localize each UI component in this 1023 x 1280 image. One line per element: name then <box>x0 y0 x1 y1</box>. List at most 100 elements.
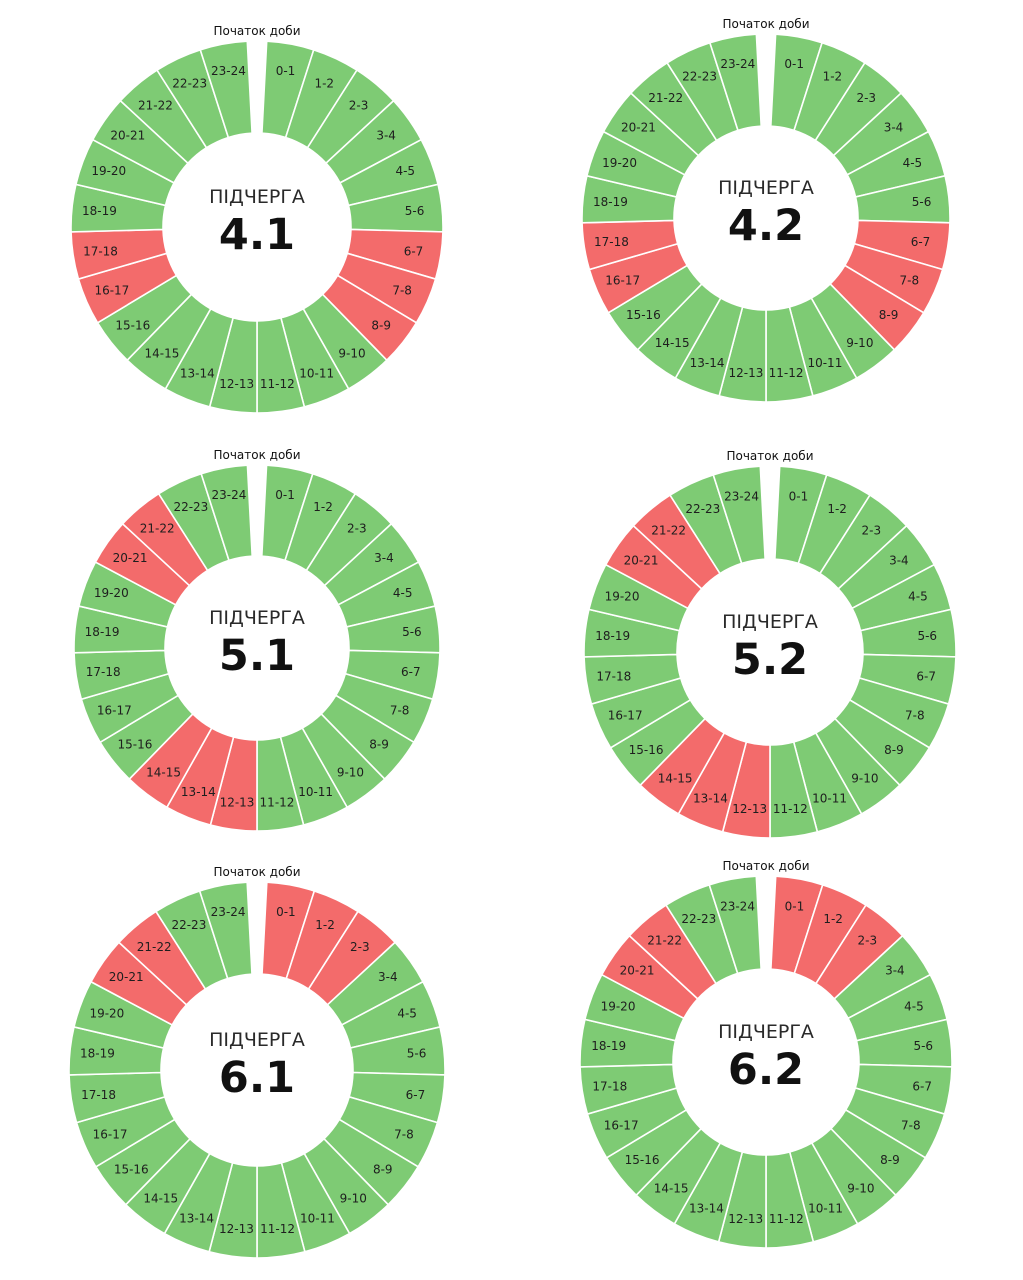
day-start-label: Початок доби <box>213 448 300 462</box>
hour-label-6-7: 6-7 <box>401 665 421 679</box>
hour-label-14-15: 14-15 <box>145 347 180 361</box>
hour-label-13-14: 13-14 <box>179 1212 214 1226</box>
hour-label-11-12: 11-12 <box>773 802 808 816</box>
hour-label-11-12: 11-12 <box>769 1212 804 1226</box>
hour-label-0-1: 0-1 <box>276 905 296 919</box>
hour-label-0-1: 0-1 <box>784 57 804 71</box>
hour-label-19-20: 19-20 <box>89 1007 124 1021</box>
hour-label-13-14: 13-14 <box>690 356 725 370</box>
outage-chart-5.2: 0-1 1-2 2-3 3-4 4-5 5-6 6-7 7-8 8-9 9-10 10-11 11-1… <box>583 449 957 839</box>
hour-label-15-16: 15-16 <box>625 1153 660 1167</box>
hour-label-19-20: 19-20 <box>91 164 126 178</box>
hour-label-22-23: 22-23 <box>685 502 720 516</box>
hour-label-20-21: 20-21 <box>621 120 656 134</box>
hour-label-1-2: 1-2 <box>827 502 847 516</box>
hour-label-12-13: 12-13 <box>219 377 254 391</box>
hour-label-21-22: 21-22 <box>138 98 173 112</box>
hour-label-16-17: 16-17 <box>604 1118 639 1132</box>
hour-label-3-4: 3-4 <box>889 553 909 567</box>
hour-label-19-20: 19-20 <box>605 589 640 603</box>
hour-label-4-5: 4-5 <box>908 589 928 603</box>
hour-label-12-13: 12-13 <box>220 795 255 809</box>
hour-label-14-15: 14-15 <box>143 1191 178 1205</box>
hour-label-18-19: 18-19 <box>595 629 630 643</box>
hour-label-16-17: 16-17 <box>97 703 132 717</box>
hour-label-4-5: 4-5 <box>393 586 413 600</box>
hour-label-7-8: 7-8 <box>901 1118 921 1132</box>
subqueue-number: 6.1 <box>219 1053 295 1103</box>
hour-label-1-2: 1-2 <box>823 69 843 83</box>
hour-label-6-7: 6-7 <box>916 669 936 683</box>
hour-label-8-9: 8-9 <box>369 738 389 752</box>
hour-label-21-22: 21-22 <box>647 934 682 948</box>
hour-label-13-14: 13-14 <box>181 785 216 799</box>
hour-label-18-19: 18-19 <box>80 1047 115 1061</box>
hour-label-13-14: 13-14 <box>180 367 215 381</box>
hour-label-4-5: 4-5 <box>397 1007 417 1021</box>
hour-label-11-12: 11-12 <box>260 795 295 809</box>
hour-label-12-13: 12-13 <box>728 366 763 380</box>
hour-segment-23-24 <box>200 464 254 562</box>
hour-label-12-13: 12-13 <box>728 1212 763 1226</box>
hour-label-5-6: 5-6 <box>402 625 422 639</box>
hour-label-15-16: 15-16 <box>115 318 150 332</box>
hour-label-10-11: 10-11 <box>808 1201 843 1215</box>
hour-label-21-22: 21-22 <box>648 91 683 105</box>
hour-label-20-21: 20-21 <box>624 553 659 567</box>
hour-label-11-12: 11-12 <box>769 366 804 380</box>
outage-chart-6.1: 0-1 1-2 2-3 3-4 4-5 5-6 6-7 7-8 8-9 9-10 10-11 11-1… <box>68 865 446 1259</box>
subqueue-prefix: ПІДЧЕРГА <box>718 1021 814 1043</box>
hour-label-19-20: 19-20 <box>602 156 637 170</box>
hour-label-0-1: 0-1 <box>785 899 805 913</box>
hour-label-3-4: 3-4 <box>376 128 396 142</box>
hour-label-16-17: 16-17 <box>605 274 640 288</box>
day-start-label: Початок доби <box>213 24 300 38</box>
hour-label-2-3: 2-3 <box>856 91 876 105</box>
subqueue-prefix: ПІДЧЕРГА <box>722 611 818 633</box>
hour-label-20-21: 20-21 <box>109 970 144 984</box>
hour-label-8-9: 8-9 <box>879 308 899 322</box>
subqueue-number: 4.2 <box>728 201 804 251</box>
hour-label-14-15: 14-15 <box>654 1181 689 1195</box>
hour-label-9-10: 9-10 <box>337 766 364 780</box>
hour-label-23-24: 23-24 <box>720 57 755 71</box>
hour-label-22-23: 22-23 <box>173 500 208 514</box>
hour-label-8-9: 8-9 <box>371 318 391 332</box>
hour-label-23-24: 23-24 <box>211 905 246 919</box>
hour-label-18-19: 18-19 <box>85 625 120 639</box>
hour-label-17-18: 17-18 <box>81 1088 116 1102</box>
hour-label-5-6: 5-6 <box>405 204 425 218</box>
hour-label-21-22: 21-22 <box>137 940 172 954</box>
hour-label-17-18: 17-18 <box>596 669 631 683</box>
hour-label-15-16: 15-16 <box>118 738 153 752</box>
hour-label-3-4: 3-4 <box>884 120 904 134</box>
hour-segment-23-24 <box>708 33 763 132</box>
hour-label-17-18: 17-18 <box>592 1079 627 1093</box>
hour-label-4-5: 4-5 <box>904 999 924 1013</box>
hour-label-19-20: 19-20 <box>601 999 636 1013</box>
hour-label-2-3: 2-3 <box>858 934 878 948</box>
hour-label-10-11: 10-11 <box>300 1212 335 1226</box>
hour-segment-23-24 <box>712 465 766 565</box>
hour-label-21-22: 21-22 <box>140 522 175 536</box>
hour-segment-23-24 <box>708 875 762 975</box>
hour-label-7-8: 7-8 <box>392 283 412 297</box>
hour-label-9-10: 9-10 <box>851 771 878 785</box>
hour-label-13-14: 13-14 <box>693 791 728 805</box>
hour-label-9-10: 9-10 <box>338 347 365 361</box>
hour-label-7-8: 7-8 <box>390 703 410 717</box>
hour-label-2-3: 2-3 <box>347 522 367 536</box>
hour-label-22-23: 22-23 <box>171 918 206 932</box>
hour-label-2-3: 2-3 <box>862 524 882 538</box>
hour-label-16-17: 16-17 <box>93 1127 128 1141</box>
hour-label-2-3: 2-3 <box>350 940 370 954</box>
hour-segment-23-24 <box>199 40 253 139</box>
subqueue-number: 5.1 <box>219 631 295 681</box>
hour-label-8-9: 8-9 <box>884 743 904 757</box>
hour-label-12-13: 12-13 <box>732 802 767 816</box>
hour-label-14-15: 14-15 <box>146 766 181 780</box>
hour-label-17-18: 17-18 <box>594 235 629 249</box>
hour-label-23-24: 23-24 <box>724 489 759 503</box>
hour-label-21-22: 21-22 <box>651 524 686 538</box>
